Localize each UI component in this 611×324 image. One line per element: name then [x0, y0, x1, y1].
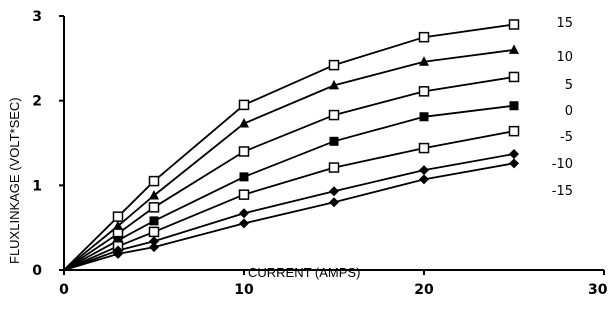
data-point-open-square	[508, 19, 520, 30]
axes	[63, 16, 604, 271]
y-tick-label: 1	[32, 178, 42, 194]
data-point-filled-square	[149, 216, 159, 226]
legend-label: 10	[556, 50, 573, 65]
y-tick-label: 2	[32, 94, 42, 110]
data-point-open-square	[418, 31, 430, 43]
data-point-filled-diamond	[509, 158, 519, 169]
data-point-filled-diamond	[149, 242, 159, 253]
y-tick-label: 3	[32, 9, 42, 25]
data-point-filled-triangle	[239, 118, 249, 128]
data-point-filled-square	[239, 172, 249, 182]
data-point-filled-diamond	[149, 236, 159, 247]
series-lines	[63, 23, 515, 271]
x-axis-title: CURRENT (AMPS)	[248, 265, 360, 280]
legend-label: 0	[565, 104, 573, 119]
legend: 15 10 5 0 -5 -10 -15	[552, 16, 573, 199]
data-point-filled-triangle	[509, 44, 519, 54]
legend-label: -15	[552, 184, 573, 199]
y-axis-title: FLUXLINKAGE (VOLT*SEC)	[7, 97, 22, 264]
data-point-filled-triangle	[419, 56, 429, 66]
data-point-open-square	[328, 162, 340, 173]
series-line	[63, 104, 515, 271]
data-point-filled-square	[329, 136, 339, 146]
data-point-open-square	[328, 59, 340, 71]
data-point-open-square	[238, 146, 250, 157]
data-point-open-square	[112, 211, 124, 222]
series-line	[63, 162, 515, 271]
data-point-filled-triangle	[149, 189, 159, 200]
data-point-filled-diamond	[113, 248, 123, 259]
data-point-filled-diamond	[329, 186, 339, 197]
data-point-open-square	[148, 202, 160, 213]
x-tick-label: 30	[588, 282, 608, 298]
data-point-filled-diamond	[239, 218, 249, 229]
legend-label: 15	[556, 16, 573, 31]
x-tick-label: 10	[234, 282, 254, 298]
series-line	[63, 130, 515, 271]
data-point-filled-diamond	[419, 165, 429, 176]
data-point-open-square	[148, 226, 160, 238]
data-point-open-square	[328, 109, 340, 121]
data-point-filled-triangle	[329, 79, 339, 90]
data-point-open-square	[508, 71, 520, 83]
legend-label: -5	[560, 130, 573, 145]
data-point-filled-square	[113, 235, 123, 245]
data-point-filled-square	[419, 112, 429, 122]
data-point-open-square	[148, 175, 160, 187]
data-point-open-square	[508, 125, 520, 137]
data-point-filled-diamond	[239, 208, 249, 219]
data-point-open-square	[418, 86, 430, 97]
data-point-open-square	[238, 189, 250, 200]
y-tick-label: 0	[32, 263, 42, 279]
data-point-filled-triangle	[113, 220, 123, 230]
data-point-filled-diamond	[329, 197, 339, 208]
legend-label: -10	[552, 157, 573, 172]
data-point-open-square	[418, 142, 430, 154]
data-point-filled-diamond	[509, 149, 519, 160]
legend-label: 5	[565, 78, 573, 93]
data-point-filled-square	[509, 101, 519, 111]
markers	[112, 19, 520, 259]
x-tick-label: 20	[414, 282, 434, 298]
data-point-open-square	[238, 99, 250, 111]
data-point-filled-diamond	[419, 174, 429, 185]
ticks: 0 10 20 30 0 1 2 3	[32, 9, 607, 298]
x-tick-label: 0	[59, 282, 69, 298]
